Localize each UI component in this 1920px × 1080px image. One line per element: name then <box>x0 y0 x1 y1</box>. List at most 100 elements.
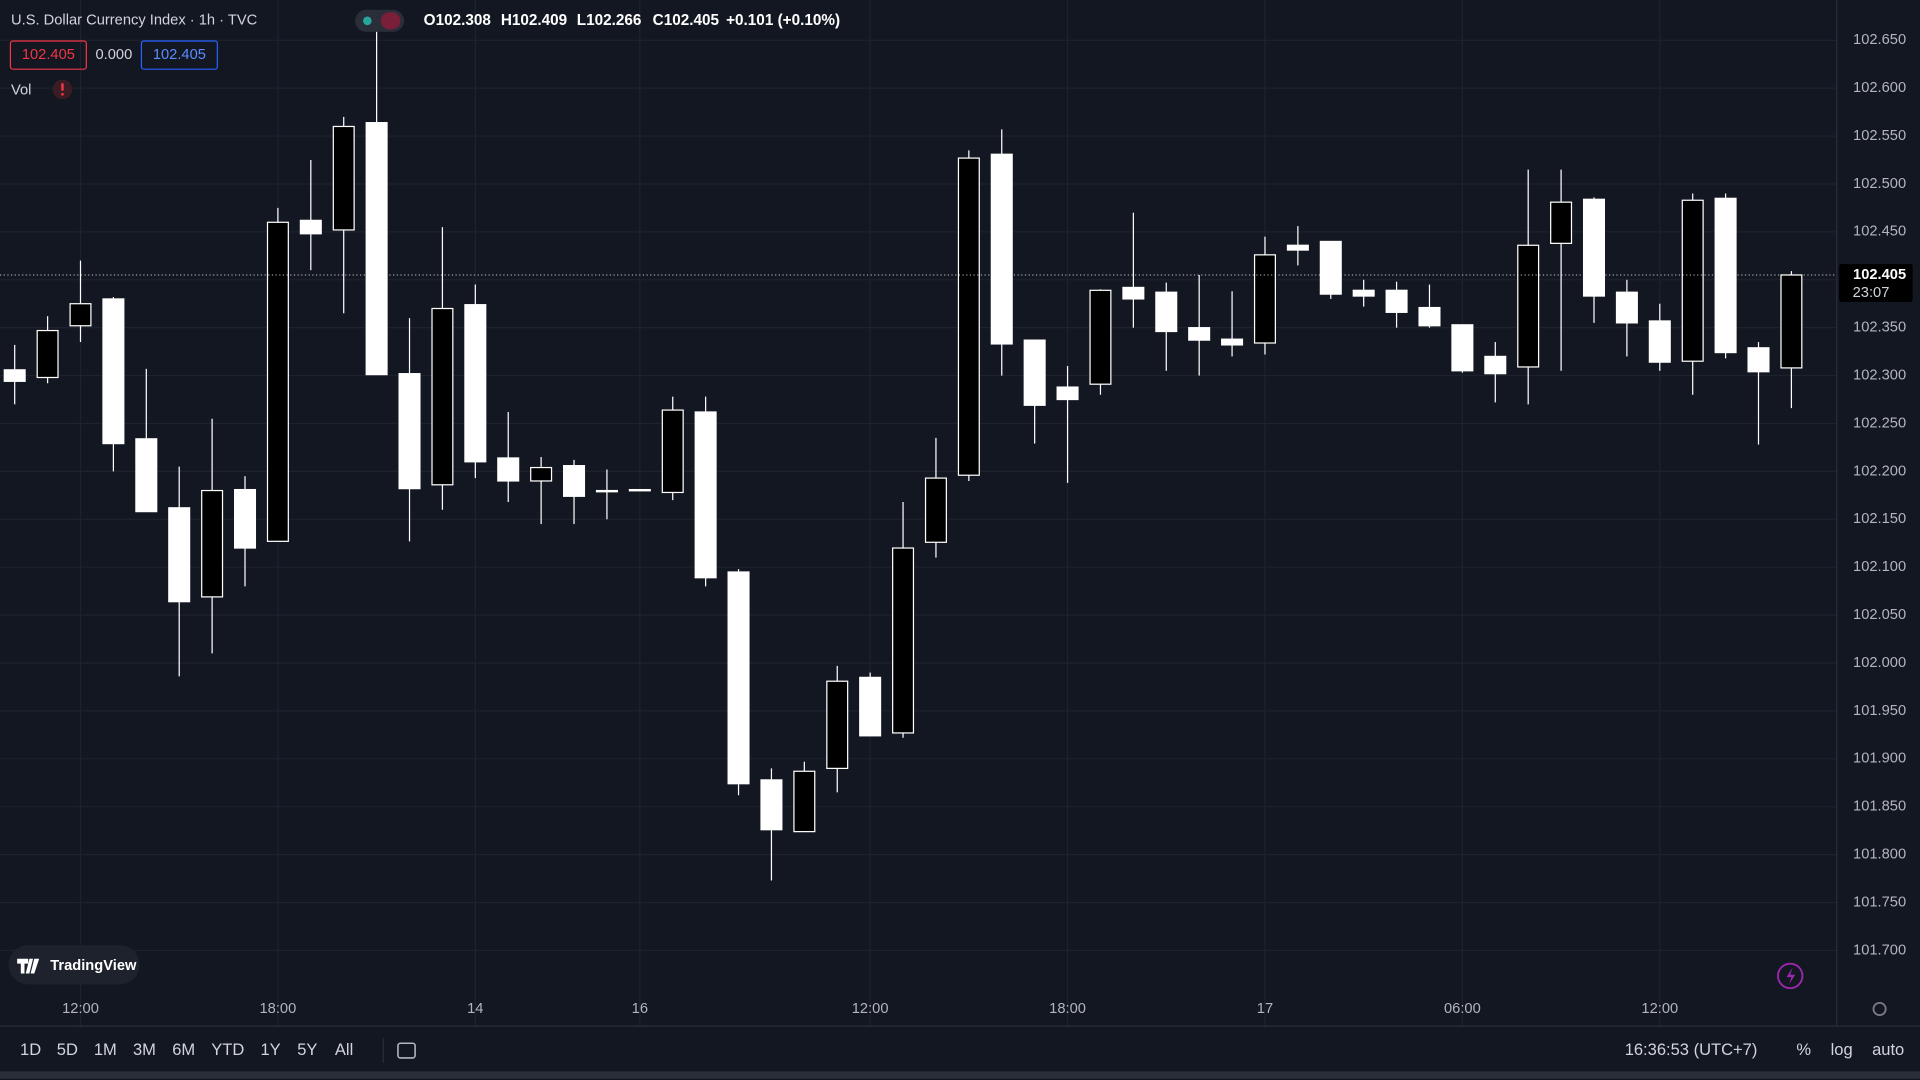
candle-body <box>3 369 26 382</box>
y-tick-label: 102.500 <box>1853 176 1906 192</box>
lightning-button[interactable] <box>1777 962 1804 990</box>
range-button[interactable]: YTD <box>211 1040 244 1059</box>
y-tick-label: 102.600 <box>1853 80 1906 96</box>
status-dot <box>363 16 372 26</box>
spread: 0.000 <box>95 47 132 63</box>
range-button[interactable]: 5D <box>57 1040 78 1059</box>
range-button[interactable]: 1M <box>94 1040 117 1059</box>
candle-body <box>398 373 421 490</box>
candle-body <box>530 466 553 482</box>
y-tick-label: 102.350 <box>1853 320 1906 336</box>
x-tick-label: 12:00 <box>852 1001 889 1017</box>
candle-body <box>924 477 947 543</box>
ohlc-value: C102.405 <box>653 12 720 29</box>
y-tick-label: 102.550 <box>1853 128 1906 144</box>
candle-body <box>1155 291 1178 333</box>
range-button[interactable]: 6M <box>172 1040 195 1059</box>
candle-body <box>595 489 618 493</box>
scale-option[interactable]: % <box>1796 1040 1811 1059</box>
brand-logo <box>17 958 40 974</box>
y-tick-label: 102.050 <box>1853 607 1906 623</box>
brand-name: TradingView <box>50 958 137 974</box>
scale-option[interactable]: log <box>1831 1040 1853 1059</box>
range-button[interactable]: 1D <box>20 1040 41 1059</box>
ohlc-value: +0.101 (+0.10%) <box>726 12 840 29</box>
candle-body <box>464 304 487 463</box>
candle-body <box>233 488 257 549</box>
candle-body <box>1122 286 1145 300</box>
candle-body <box>332 125 355 231</box>
candle-body <box>1615 291 1638 324</box>
candle-body <box>1023 339 1046 406</box>
candle-body <box>365 122 388 376</box>
brand-badge[interactable] <box>8 945 140 985</box>
volume-label[interactable]: Vol <box>11 82 31 98</box>
range-button[interactable]: 1Y <box>261 1040 281 1059</box>
x-tick-label: 16 <box>632 1001 648 1017</box>
candle-body <box>760 779 783 831</box>
candles <box>3 30 1803 881</box>
sell-box[interactable] <box>9 40 87 70</box>
date-range-button[interactable] <box>397 1042 416 1059</box>
candle-body <box>661 409 684 494</box>
candle-body <box>497 457 520 482</box>
candle-body <box>1451 324 1474 372</box>
candle-body <box>1780 274 1803 369</box>
candle-body <box>563 465 586 497</box>
buy-box[interactable] <box>140 40 218 70</box>
candle-body <box>1352 289 1375 297</box>
candle-body <box>727 571 750 785</box>
x-tick-label: 12:00 <box>1641 1001 1678 1017</box>
y-tick-label: 101.750 <box>1853 894 1906 910</box>
candle-body <box>1550 201 1573 244</box>
buy-price: 102.405 <box>153 47 206 63</box>
y-tick-label: 102.200 <box>1853 463 1906 479</box>
last-price-tag <box>1839 263 1913 302</box>
y-tick-label: 102.450 <box>1853 224 1906 240</box>
candle-body <box>1319 240 1342 295</box>
footer: 1D 5D 1M 3M 6M YTD 1Y 5Y All 16:36:53 (UTC+7)% log… <box>20 1040 1904 1059</box>
candle-body <box>793 770 816 833</box>
y-tick-label: 102.100 <box>1853 559 1906 575</box>
range-button[interactable]: 5Y <box>297 1040 317 1059</box>
candle-body <box>135 438 158 513</box>
x-tick-label: 18:00 <box>1049 1001 1086 1017</box>
candle-body <box>1714 197 1737 354</box>
candle-body <box>1253 254 1276 344</box>
x-tick-label: 17 <box>1257 1001 1273 1017</box>
candle-body <box>628 488 651 492</box>
candle-body <box>1221 338 1244 346</box>
candle-body <box>1747 347 1770 373</box>
y-tick-label: 102.000 <box>1853 655 1906 671</box>
candle-body <box>892 547 915 734</box>
x-tick-label: 06:00 <box>1444 1001 1481 1017</box>
x-tick-label: 12:00 <box>62 1001 99 1017</box>
candle-body <box>957 157 980 476</box>
candle-body <box>1517 244 1540 368</box>
candle-body <box>299 219 322 235</box>
candle-body <box>1582 198 1606 297</box>
candle-body <box>266 221 289 542</box>
range-button[interactable]: All <box>335 1040 353 1059</box>
candle-body <box>201 489 224 598</box>
candle-body <box>1286 244 1309 251</box>
scale-option[interactable]: auto <box>1872 1040 1904 1059</box>
candle-body <box>1385 289 1408 313</box>
candle-body <box>69 303 92 327</box>
y-tick-label: 101.900 <box>1853 751 1906 767</box>
y-tick-label: 101.700 <box>1853 942 1906 958</box>
status-icon <box>380 12 401 30</box>
warning-glyph <box>61 83 64 91</box>
candle-body <box>102 298 125 445</box>
symbol-title[interactable]: U.S. Dollar Currency Index · 1h · TVC <box>11 13 258 29</box>
settings-button[interactable] <box>1872 1001 1887 1017</box>
range-button[interactable]: 3M <box>133 1040 156 1059</box>
y-tick-label: 101.850 <box>1853 799 1906 815</box>
x-tick-label: 14 <box>467 1001 483 1017</box>
lightning-glyph <box>1786 967 1796 985</box>
ohlc-value: H102.409 <box>501 12 567 29</box>
sell-price: 102.405 <box>22 47 75 63</box>
y-tick-label: 102.250 <box>1853 415 1906 431</box>
y-tick-label: 102.150 <box>1853 511 1906 527</box>
